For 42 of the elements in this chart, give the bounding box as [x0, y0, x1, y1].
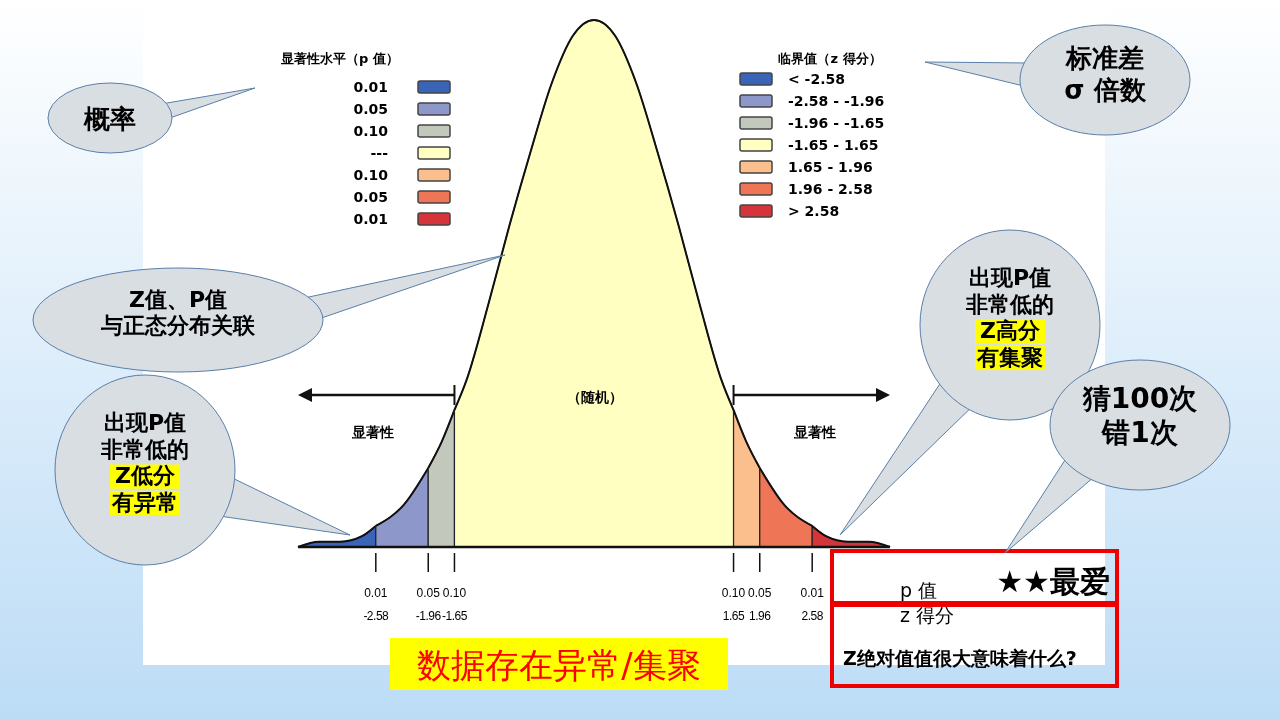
- legend-label: -2.58 - -1.96: [788, 93, 885, 109]
- text: 0.05: [416, 586, 441, 600]
- x-tick-label: -1.96: [415, 609, 442, 623]
- annotation: 显著性: [793, 424, 836, 440]
- x-tick-label: -2.58: [363, 609, 390, 623]
- text: 0.01: [364, 586, 388, 600]
- text: 0.10: [442, 586, 467, 600]
- text: 标准差 σ 倍数: [1064, 43, 1147, 105]
- x-tick-label: -1.65: [442, 609, 468, 623]
- x-tick-label: 1.96: [749, 609, 772, 623]
- text: 数据存在异常/集聚: [417, 645, 701, 685]
- text: 0.05: [748, 586, 772, 600]
- legend-label: < -2.58: [788, 71, 845, 87]
- annotation: 0.01: [353, 79, 388, 95]
- annotation: 0.05: [353, 101, 388, 117]
- legend-label: 1.96 - 2.58: [788, 181, 873, 197]
- text: 出现P值非常低的Z低分有异常: [100, 410, 189, 515]
- legend-label: -1.96 - -1.65: [788, 115, 885, 131]
- text: p 值: [900, 579, 938, 601]
- text: ★★最爱: [996, 564, 1110, 599]
- annotation: 显著性: [351, 424, 394, 440]
- text: 概率: [83, 104, 136, 134]
- legend-title: 临界值（z 得分）: [778, 51, 882, 66]
- x-axis-title: z 得分: [900, 604, 955, 626]
- annotation: ---: [370, 145, 389, 161]
- annotation: 0.01: [353, 211, 388, 227]
- annotation: 显著性水平（p 值）: [280, 51, 399, 66]
- x-tick-label: 1.65: [722, 609, 746, 623]
- legend-label: -1.65 - 1.65: [788, 137, 879, 153]
- annotation: 0.05: [353, 189, 388, 205]
- text: 0.10: [721, 586, 746, 600]
- text: 出现P值非常低的Z高分有集聚: [965, 265, 1054, 370]
- annotation: 0.10: [353, 167, 389, 183]
- text: 0.01: [800, 586, 825, 600]
- text: Z绝对值值很大意味着什么?: [843, 647, 1077, 669]
- annotation: 0.10: [353, 123, 389, 139]
- annotation: （随机）: [567, 389, 623, 405]
- legend-label: > 2.58: [788, 203, 840, 219]
- legend-label: 1.65 - 1.96: [788, 159, 873, 175]
- text: 猜100次错1次: [1081, 382, 1199, 449]
- x-tick-label: 2.58: [801, 609, 824, 623]
- text: Z值、P值与正态分布关联: [100, 286, 256, 339]
